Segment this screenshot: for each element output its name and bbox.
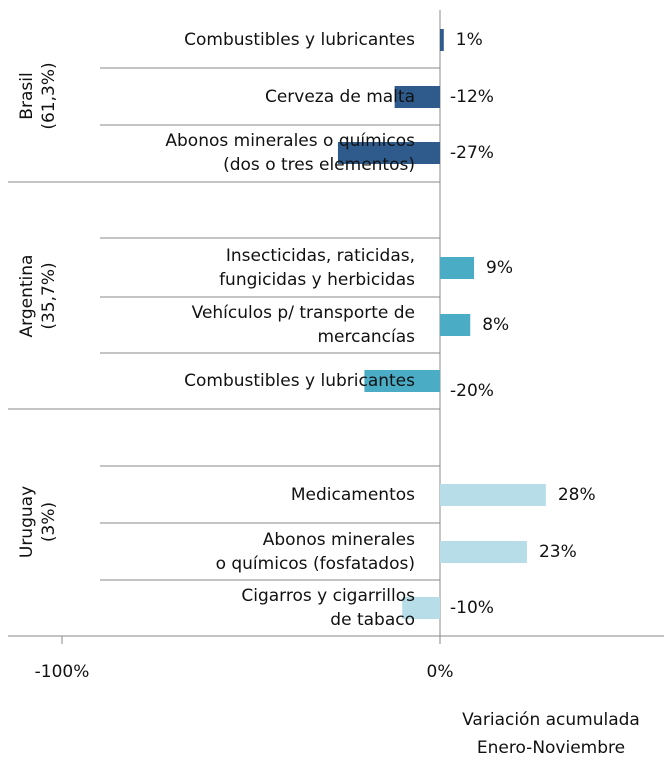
category-label: mercancías (317, 327, 415, 347)
category-label: (dos o tres elementos) (223, 155, 415, 175)
category-label: o químicos (fosfatados) (216, 554, 415, 574)
category-label: Insecticidas, raticidas, (226, 246, 415, 266)
category-label: de tabaco (330, 610, 415, 630)
category-label: fungicidas y herbicidas (219, 270, 415, 290)
value-label: 23% (539, 542, 577, 562)
category-label: Combustibles y lubricantes (184, 30, 415, 50)
category-label: Medicamentos (291, 485, 415, 505)
value-label: -10% (450, 598, 494, 618)
group-label: Brasil (17, 72, 37, 119)
group-label: Argentina (17, 255, 37, 338)
category-label: Abonos minerales (263, 530, 415, 550)
value-label: 28% (558, 485, 596, 505)
bar (440, 314, 471, 336)
x-tick-label: 0% (427, 662, 454, 682)
bar (394, 86, 440, 108)
value-label: -12% (450, 87, 494, 107)
value-label: -27% (450, 143, 494, 163)
x-axis-title: Variación acumulada (462, 710, 640, 730)
x-axis-title: Enero-Noviembre (477, 738, 625, 758)
bar (337, 142, 440, 164)
bar (440, 29, 444, 51)
value-label: -20% (450, 381, 494, 401)
bar (440, 484, 546, 506)
value-label: 1% (456, 30, 483, 50)
bar (364, 370, 440, 392)
bar (402, 597, 440, 619)
category-label: Vehículos p/ transporte de (192, 303, 415, 323)
group-label: Uruguay (17, 486, 37, 558)
group-label: (35,7%) (39, 262, 59, 329)
value-label: 8% (482, 315, 509, 335)
value-label: 9% (486, 258, 513, 278)
group-label: (61,3%) (39, 62, 59, 129)
x-tick-label: -100% (35, 662, 90, 682)
bar (440, 257, 475, 279)
category-label: Cigarros y cigarrillos (241, 586, 415, 606)
category-label: Cerveza de malta (265, 87, 415, 107)
bar (440, 541, 527, 563)
group-label: (3%) (39, 502, 59, 542)
category-label: Combustibles y lubricantes (184, 371, 415, 391)
category-label: Abonos minerales o químicos (165, 131, 415, 151)
